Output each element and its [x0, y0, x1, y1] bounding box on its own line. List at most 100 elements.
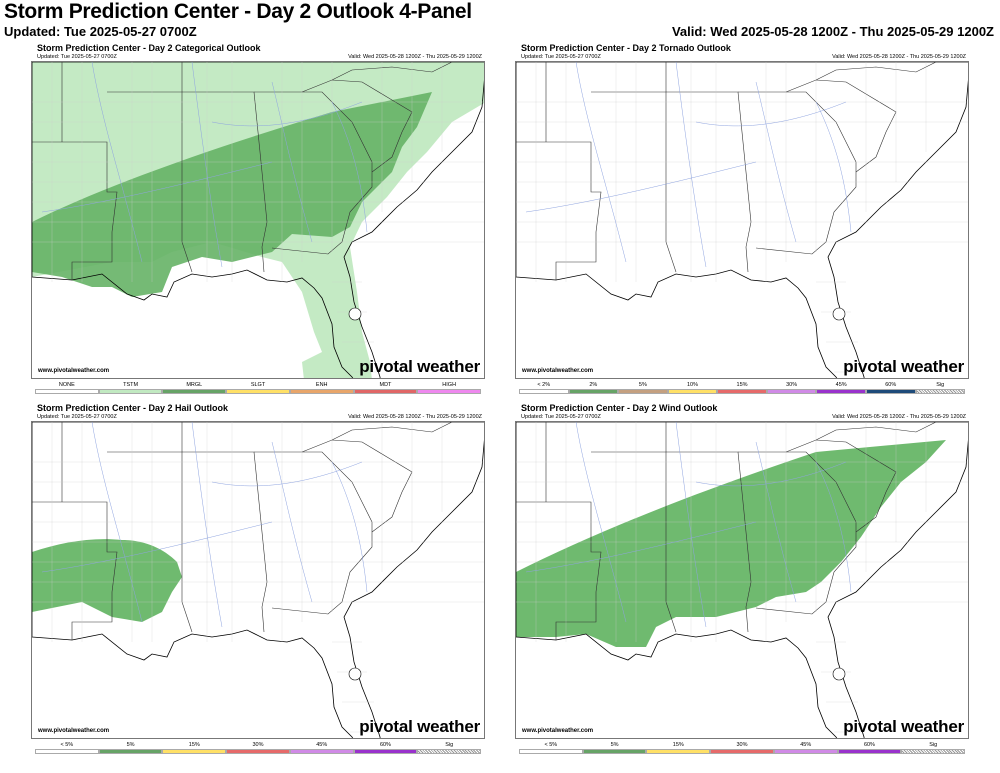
legend-item: 2% — [568, 382, 619, 400]
legend-item: 15% — [162, 742, 227, 760]
legend-label: < 5% — [544, 742, 558, 748]
legend-swatch — [35, 389, 99, 394]
legend-label: 15% — [672, 742, 684, 748]
legend-item: 5% — [618, 382, 668, 400]
legend-item: 30% — [226, 742, 290, 760]
tornado-outlook-panel: Storm Prediction Center - Day 2 Tornado … — [515, 43, 969, 403]
legend-label: 30% — [736, 742, 748, 748]
legend-label: 30% — [786, 382, 798, 388]
panel-title: Storm Prediction Center - Day 2 Hail Out… — [37, 403, 229, 413]
legend-label: Sig — [445, 742, 454, 748]
legend-label: 5% — [126, 742, 135, 748]
legend-item: 45% — [289, 742, 354, 760]
legend-item: 60% — [837, 742, 902, 760]
legend-item: 10% — [667, 382, 718, 400]
valid-time: Valid: Wed 2025-05-28 1200Z - Thu 2025-0… — [671, 24, 994, 39]
panel-updated: Updated: Tue 2025-05-27 0700Z — [37, 414, 117, 420]
legend-item: 60% — [353, 742, 418, 760]
legend-swatch — [353, 749, 418, 754]
legend-label: 60% — [379, 742, 391, 748]
legend-swatch — [519, 749, 583, 754]
credit-text: www.pivotalweather.com — [522, 728, 594, 734]
legend-label: 60% — [885, 382, 897, 388]
legend-swatch — [162, 749, 227, 754]
legend-swatch — [710, 749, 774, 754]
legend-swatch — [865, 389, 916, 394]
legend-item: 15% — [717, 382, 767, 400]
legend-label: MRGL — [186, 382, 203, 388]
legend-item: 30% — [710, 742, 774, 760]
legend-item: MDT — [353, 382, 418, 400]
legend-label: ENH — [315, 382, 328, 388]
outlook-map: www.pivotalweather.com pivotal weather — [515, 421, 969, 739]
legend-label: 10% — [686, 382, 698, 388]
legend-item: Sig — [915, 382, 966, 400]
legend-item: 45% — [816, 382, 866, 400]
legend-item: 15% — [646, 742, 711, 760]
legend-swatch — [35, 749, 99, 754]
legend-label: 30% — [252, 742, 264, 748]
legend: < 5% 5% 15% 30% 45% 60% Sig — [519, 742, 966, 760]
legend-item: Sig — [417, 742, 482, 760]
wind-5pct-area — [516, 440, 946, 647]
legend-swatch — [289, 389, 354, 394]
legend-swatch — [667, 389, 718, 394]
panel-valid: Valid: Wed 2025-05-28 1200Z - Thu 2025-0… — [832, 414, 966, 420]
hail-5pct-area — [32, 539, 182, 622]
legend-item: < 5% — [35, 742, 99, 760]
legend-swatch — [417, 389, 482, 394]
legend-swatch — [226, 389, 290, 394]
legend-item: ENH — [289, 382, 354, 400]
legend-label: < 2% — [537, 382, 551, 388]
legend-swatch — [717, 389, 767, 394]
legend-label: Sig — [936, 382, 945, 388]
legend-item: 30% — [766, 382, 817, 400]
legend-label: 45% — [316, 742, 328, 748]
credit-text: www.pivotalweather.com — [38, 728, 110, 734]
legend-label: 45% — [835, 382, 847, 388]
legend-item: 45% — [773, 742, 838, 760]
panel-valid: Valid: Wed 2025-05-28 1200Z - Thu 2025-0… — [348, 54, 482, 60]
legend-label: Sig — [929, 742, 938, 748]
legend-item: 60% — [865, 382, 916, 400]
updated-time: Updated: Tue 2025-05-27 0700Z — [4, 24, 197, 39]
legend-label: HIGH — [442, 382, 457, 388]
pivotal-weather-logo: pivotal weather — [359, 357, 480, 376]
legend-swatch — [289, 749, 354, 754]
legend-swatch — [353, 389, 418, 394]
legend-label: TSTM — [123, 382, 139, 388]
legend-label: 15% — [188, 742, 200, 748]
outlook-map: www.pivotalweather.com pivotal weather — [31, 61, 485, 379]
legend-label: 5% — [638, 382, 647, 388]
panel-valid: Valid: Wed 2025-05-28 1200Z - Thu 2025-0… — [348, 414, 482, 420]
panel-updated: Updated: Tue 2025-05-27 0700Z — [521, 414, 601, 420]
legend-label: 45% — [800, 742, 812, 748]
legend-item: < 2% — [519, 382, 569, 400]
legend-label: 15% — [736, 382, 748, 388]
panel-title: Storm Prediction Center - Day 2 Categori… — [37, 43, 261, 53]
legend-swatch — [582, 749, 647, 754]
legend-item: SLGT — [226, 382, 290, 400]
legend-item: TSTM — [98, 382, 163, 400]
legend-swatch — [98, 749, 163, 754]
legend-item: < 5% — [519, 742, 583, 760]
legend-swatch — [816, 389, 866, 394]
legend-swatch — [519, 389, 569, 394]
panel-valid: Valid: Wed 2025-05-28 1200Z - Thu 2025-0… — [832, 54, 966, 60]
legend: < 2% 2% 5% 10% 15% 30% 45% 60% Sig — [519, 382, 966, 400]
legend-label: 60% — [863, 742, 875, 748]
legend: < 5% 5% 15% 30% 45% 60% Sig — [35, 742, 482, 760]
panel-title: Storm Prediction Center - Day 2 Tornado … — [521, 43, 731, 53]
legend-item: 5% — [98, 742, 163, 760]
legend-swatch — [915, 389, 966, 394]
legend-swatch — [162, 389, 227, 394]
legend-label: SLGT — [250, 382, 266, 388]
panel-updated: Updated: Tue 2025-05-27 0700Z — [521, 54, 601, 60]
outlook-map: www.pivotalweather.com pivotal weather — [515, 61, 969, 379]
legend-item: HIGH — [417, 382, 482, 400]
outlook-map: www.pivotalweather.com pivotal weather — [31, 421, 485, 739]
legend-swatch — [226, 749, 290, 754]
pivotal-weather-logo: pivotal weather — [843, 717, 964, 736]
categorical-outlook-panel: Storm Prediction Center - Day 2 Categori… — [31, 43, 485, 403]
legend: NONE TSTM MRGL SLGT ENH MDT HIGH — [35, 382, 482, 400]
